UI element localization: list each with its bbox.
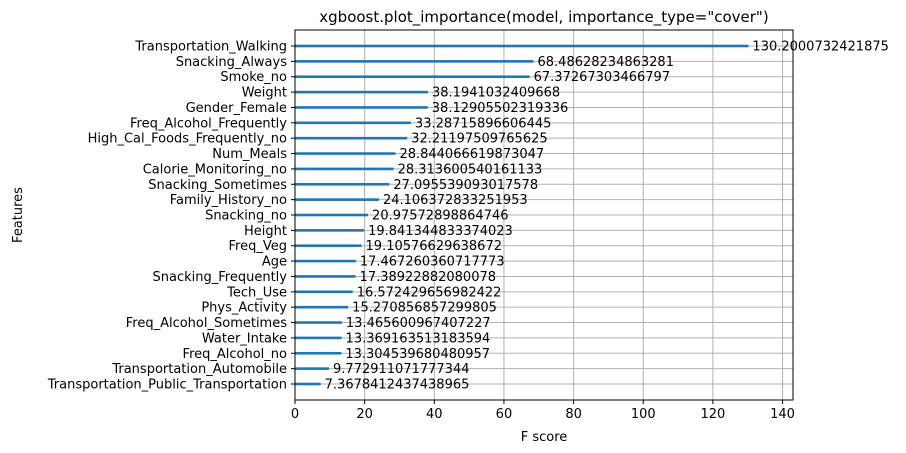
feature-label-21: Transportation_Automobile xyxy=(111,362,287,377)
x-tick-label-6: 120 xyxy=(700,407,725,422)
value-label-1: 68.48628234863281 xyxy=(538,55,674,70)
value-label-0: 130.2000732421875 xyxy=(752,40,888,55)
bar-7 xyxy=(295,152,396,155)
value-label-10: 24.106372833251953 xyxy=(383,193,528,208)
value-label-4: 38.12905502319336 xyxy=(432,101,568,116)
bar-22 xyxy=(295,382,321,386)
value-label-12: 19.841344833374023 xyxy=(368,224,513,239)
value-label-13: 19.10576629638672 xyxy=(366,239,502,254)
value-label-18: 13.465600967407227 xyxy=(346,316,491,331)
bar-18 xyxy=(295,321,342,324)
feature-label-10: Family_History_no xyxy=(170,193,287,208)
feature-label-20: Freq_Alcohol_no xyxy=(183,347,287,362)
y-axis-label: Features xyxy=(11,187,26,243)
feature-label-12: Height xyxy=(244,224,287,239)
bar-20 xyxy=(295,351,342,355)
feature-label-19: Water_Intake xyxy=(202,331,287,346)
value-label-11: 20.97572898864746 xyxy=(372,209,508,224)
value-label-22: 7.3678412437438965 xyxy=(325,378,470,393)
feature-label-15: Snacking_Frequently xyxy=(153,270,288,285)
bar-3 xyxy=(295,90,429,94)
value-label-17: 15.270856857299805 xyxy=(352,301,497,316)
feature-label-1: Snacking_Always xyxy=(176,55,288,70)
feature-label-3: Weight xyxy=(242,86,287,101)
bar-14 xyxy=(295,259,356,263)
feature-label-18: Freq_Alcohol_Sometimes xyxy=(126,316,287,331)
bar-9 xyxy=(295,182,390,186)
value-label-8: 28.313600540161133 xyxy=(398,162,543,177)
chart-title: xgboost.plot_importance(model, importanc… xyxy=(319,8,768,27)
x-tick-label-3: 60 xyxy=(496,407,513,422)
value-label-19: 13.369163513183594 xyxy=(346,331,491,346)
bar-16 xyxy=(295,290,353,294)
x-axis-label: F score xyxy=(521,430,568,445)
feature-labels: Transportation_WalkingSnacking_AlwaysSmo… xyxy=(47,40,288,393)
bar-1 xyxy=(295,60,534,63)
bar-5 xyxy=(295,121,411,125)
value-label-21: 9.772911071777344 xyxy=(333,362,469,377)
x-tick-label-1: 20 xyxy=(356,407,373,422)
feature-label-4: Gender_Female xyxy=(186,101,287,116)
bars xyxy=(295,44,749,386)
feature-label-5: Freq_Alcohol_Frequently xyxy=(130,116,287,131)
x-tick-label-2: 40 xyxy=(426,407,443,422)
bar-2 xyxy=(295,75,530,79)
bar-4 xyxy=(295,106,428,109)
feature-label-11: Snacking_no xyxy=(205,209,287,224)
feature-label-6: High_Cal_Foods_Frequently_no xyxy=(88,132,287,147)
feature-label-2: Smoke_no xyxy=(220,70,287,85)
feature-label-0: Transportation_Walking xyxy=(134,40,287,55)
value-label-6: 32.21197509765625 xyxy=(411,132,547,147)
feature-label-16: Tech_Use xyxy=(226,285,287,300)
bar-21 xyxy=(295,367,330,370)
feature-label-7: Num_Meals xyxy=(212,147,287,162)
bar-10 xyxy=(295,198,379,201)
x-tick-label-0: 0 xyxy=(291,407,299,422)
bar-12 xyxy=(295,229,365,232)
feature-label-8: Calorie_Monitoring_no xyxy=(143,162,287,177)
bar-13 xyxy=(295,244,362,248)
x-tick-label-4: 80 xyxy=(565,407,582,422)
bar-0 xyxy=(295,44,749,48)
value-label-5: 33.28715896606445 xyxy=(415,116,551,131)
bar-17 xyxy=(295,305,349,309)
x-tick-label-7: 140 xyxy=(770,407,795,422)
feature-label-17: Phys_Activity xyxy=(201,301,287,316)
x-tick-label-5: 100 xyxy=(631,407,656,422)
axis-ticks: 0 20 40 60 80 100 120 140 xyxy=(291,45,795,422)
value-label-9: 27.095539093017578 xyxy=(393,178,538,193)
bar-6 xyxy=(295,136,408,140)
value-labels: 130.2000732421875 68.4862823486328167.372… xyxy=(325,40,889,393)
value-label-7: 28.844066619873047 xyxy=(399,147,544,162)
feature-label-22: Transportation_Public_Transportation xyxy=(47,378,287,393)
value-label-14: 17.467260360717773 xyxy=(360,255,505,270)
bar-19 xyxy=(295,336,342,340)
value-label-16: 16.572429656982422 xyxy=(357,285,502,300)
bar-8 xyxy=(295,167,394,171)
feature-label-13: Freq_Veg xyxy=(229,239,287,254)
value-label-3: 38.1941032409668 xyxy=(432,86,560,101)
feature-label-14: Age xyxy=(262,255,287,270)
feature-label-9: Snacking_Sometimes xyxy=(148,178,287,193)
bar-11 xyxy=(295,213,369,217)
value-label-2: 67.37267303466797 xyxy=(534,70,670,85)
value-label-20: 13.304539680480957 xyxy=(345,347,490,362)
value-label-15: 17.38922882080078 xyxy=(360,270,496,285)
bar-15 xyxy=(295,275,356,278)
